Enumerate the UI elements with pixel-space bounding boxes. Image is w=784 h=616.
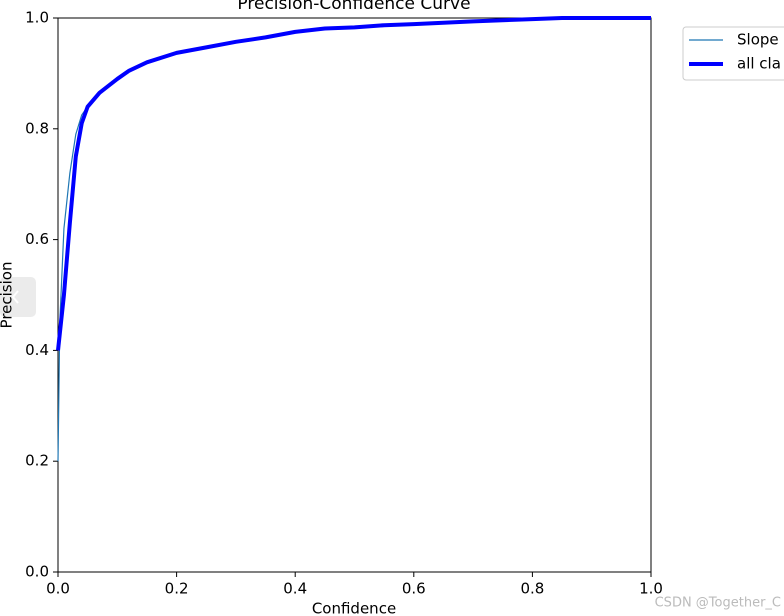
y-tick-label: 0.0	[25, 563, 49, 581]
x-tick-label: 0.4	[283, 580, 307, 598]
x-axis-label: Confidence	[312, 600, 396, 616]
y-axis-label: Precision	[0, 262, 16, 329]
x-tick-label: 0.8	[520, 580, 544, 598]
legend-label: Slope	[737, 31, 779, 49]
x-tick-label: 0.0	[46, 580, 70, 598]
y-tick-label: 0.2	[25, 452, 49, 470]
series-line	[56, 16, 651, 351]
y-tick-label: 0.8	[25, 119, 49, 137]
x-tick-label: 1.0	[639, 580, 663, 598]
x-tick-label: 0.2	[165, 580, 189, 598]
plot-frame	[57, 17, 652, 573]
x-tick-label: 0.6	[402, 580, 426, 598]
y-tick-label: 1.0	[25, 9, 49, 27]
nav-button[interactable]	[0, 277, 36, 317]
watermark: CSDN @Together_C	[655, 596, 781, 611]
nav-arrow	[11, 290, 19, 304]
y-tick-label: 0.6	[25, 230, 49, 248]
legend-label: all cla	[737, 55, 781, 73]
series-line	[57, 17, 651, 462]
chart-title: Precision-Confidence Curve	[237, 0, 470, 14]
y-tick-label: 0.4	[25, 341, 49, 359]
